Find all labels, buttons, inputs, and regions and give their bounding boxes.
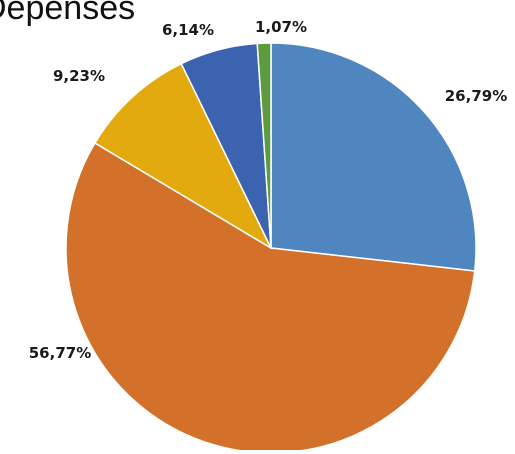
pie-slice-5 (256, 42, 272, 249)
pie-slice-1 (270, 42, 477, 272)
data-label-slice-2: 56,77% (29, 344, 91, 362)
chart-title: Depenses (0, 0, 136, 27)
data-label-slice-3: 9,23% (53, 67, 105, 85)
data-label-slice-1: 26,79% (445, 87, 507, 105)
pie-labels: 26,79% 56,77% 9,23% 6,14% 1,07% (29, 18, 507, 362)
pie-slice-3 (93, 62, 273, 250)
pie-slice-2 (65, 141, 476, 454)
data-label-slice-4: 6,14% (162, 21, 214, 39)
pie-slices (65, 42, 477, 454)
data-label-slice-5: 1,07% (255, 18, 307, 36)
